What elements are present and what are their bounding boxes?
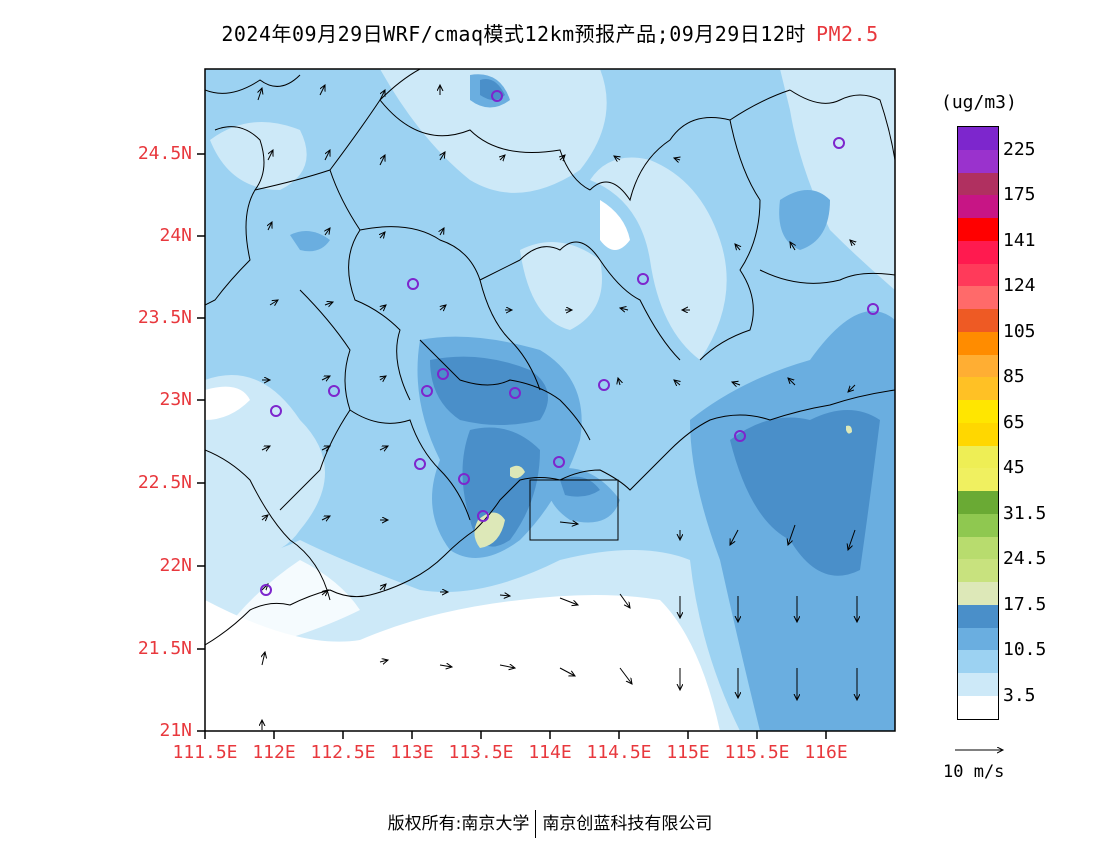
lon-label: 112E	[252, 742, 296, 763]
lat-label: 24.5N	[137, 143, 192, 164]
lon-label: 115E	[666, 742, 710, 763]
color-bar-swatch	[958, 673, 998, 696]
color-bar-swatch	[958, 627, 998, 651]
axis-ticks	[197, 153, 827, 739]
lon-label: 114.5E	[586, 742, 652, 763]
lon-label: 114E	[528, 742, 572, 763]
lon-label: 116E	[804, 742, 848, 763]
lat-label: 24N	[159, 225, 192, 246]
color-bar-label: 85	[1003, 366, 1025, 388]
color-bar-swatch	[958, 582, 998, 605]
color-bar-label: 225	[1003, 138, 1036, 160]
lon-label: 115.5E	[724, 742, 790, 763]
color-bar-swatch	[958, 195, 998, 218]
lat-label: 23N	[159, 389, 192, 410]
copyright-footer: 版权所有:南京大学 南京创蓝科技有限公司	[0, 809, 1100, 838]
color-bar-swatch	[958, 559, 998, 582]
lon-label: 111.5E	[172, 742, 238, 763]
lat-label: 23.5N	[137, 307, 192, 328]
color-bar-swatch	[958, 650, 998, 673]
color-bar-swatch	[958, 354, 998, 378]
color-bar-swatch	[958, 149, 998, 173]
color-bar-label: 17.5	[1003, 593, 1047, 615]
lon-label: 112.5E	[310, 742, 376, 763]
wind-vectors	[258, 85, 857, 730]
lat-label: 22.5N	[137, 472, 192, 493]
concentration-field	[205, 69, 895, 731]
wind-reference-label: 10 m/s	[943, 762, 1005, 782]
color-bar-swatch	[958, 218, 998, 241]
color-bar-label: 10.5	[1003, 639, 1047, 661]
color-bar-label: 105	[1003, 320, 1036, 342]
color-bar-swatch	[958, 377, 998, 400]
lat-label: 21N	[159, 720, 192, 741]
color-bar	[957, 126, 999, 720]
boundaries	[205, 69, 895, 646]
species-label: PM2.5	[815, 22, 879, 46]
copyright-company: 南京创蓝科技有限公司	[542, 814, 713, 834]
color-bar-label: 24.5	[1003, 548, 1047, 570]
color-bar-swatch	[958, 286, 998, 309]
color-bar-swatch	[958, 240, 998, 264]
station-markers	[260, 90, 879, 596]
copyright-owner: 版权所有:南京大学	[387, 814, 530, 834]
color-bar-swatch	[958, 309, 998, 332]
map-title: 2024年09月29日WRF/cmaq模式12km预报产品;09月29日12时 P…	[0, 18, 1100, 47]
color-bar-swatch	[958, 695, 998, 719]
legend-unit: (ug/m3)	[941, 92, 1017, 113]
color-bar-swatch	[958, 263, 998, 287]
color-bar-swatch	[958, 491, 998, 514]
color-bar-swatch	[958, 536, 998, 560]
color-bar-label: 45	[1003, 457, 1025, 479]
color-bar-swatch	[958, 422, 998, 446]
color-bar-label: 141	[1003, 229, 1036, 251]
color-bar-label: 124	[1003, 275, 1036, 297]
color-bar-label: 175	[1003, 184, 1036, 206]
lon-label: 113.5E	[448, 742, 514, 763]
color-bar-swatch	[958, 127, 998, 150]
lat-label: 22N	[159, 555, 192, 576]
color-bar-swatch	[958, 400, 998, 423]
color-bar-swatch	[958, 445, 998, 469]
title-text: 2024年09月29日WRF/cmaq模式12km预报产品;09月29日12时	[221, 22, 806, 46]
color-bar-swatch	[958, 172, 998, 196]
footer-divider	[535, 810, 537, 838]
color-bar-swatch	[958, 331, 998, 355]
color-bar-swatch	[958, 513, 998, 537]
color-bar-label: 31.5	[1003, 502, 1047, 524]
lat-label: 21.5N	[137, 638, 192, 659]
lon-label: 113E	[390, 742, 434, 763]
color-bar-label: 3.5	[1003, 684, 1036, 706]
color-bar-label: 65	[1003, 411, 1025, 433]
color-bar-swatch	[958, 468, 998, 491]
color-bar-swatch	[958, 604, 998, 628]
